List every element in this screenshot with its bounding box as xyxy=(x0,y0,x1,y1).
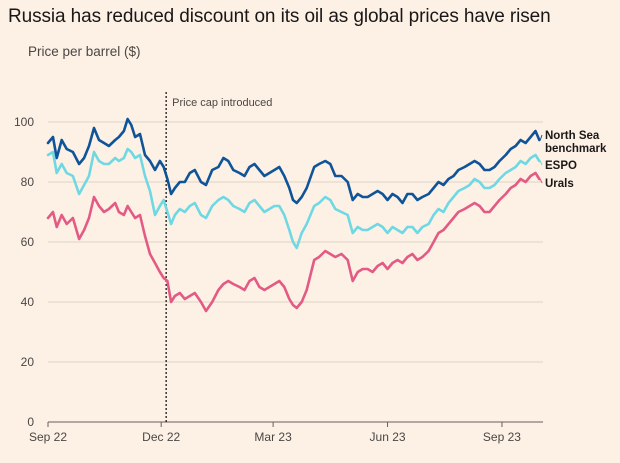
y-tick-label: 20 xyxy=(21,355,35,369)
price-cap-marker: Price cap introduced xyxy=(165,92,272,422)
gridlines xyxy=(48,121,543,423)
espo-leader xyxy=(539,160,543,166)
x-tick-label: Jun 23 xyxy=(370,430,406,444)
north-sea-benchmark-line xyxy=(46,117,541,205)
y-tick-label: 60 xyxy=(21,235,35,249)
x-axis-ticks: Sep 22 Dec 22 Mar 23 Jun 23 Sep 23 xyxy=(29,422,521,444)
x-tick-label: Sep 22 xyxy=(29,430,67,444)
x-tick-label: Mar 23 xyxy=(254,430,292,444)
north-sea-benchmark-label: benchmark xyxy=(545,143,607,155)
urals-label: Urals xyxy=(545,178,574,190)
series-lines xyxy=(46,117,541,313)
y-axis-unit-label: Price per barrel ($) xyxy=(28,44,141,59)
espo-line xyxy=(46,147,541,250)
north-sea-benchmark-label: North Sea xyxy=(545,130,600,142)
x-tick-label: Dec 22 xyxy=(142,430,180,444)
y-tick-label: 40 xyxy=(21,295,35,309)
chart-title: Russia has reduced discount on its oil a… xyxy=(8,6,551,27)
y-tick-label: 80 xyxy=(21,175,35,189)
y-tick-label: 100 xyxy=(14,115,34,129)
urals-line xyxy=(46,171,541,313)
y-tick-label: 0 xyxy=(27,415,34,429)
price-cap-label: Price cap introduced xyxy=(172,97,272,109)
espo-label: ESPO xyxy=(545,160,577,172)
y-axis-ticks: 0 20 40 60 80 100 xyxy=(14,115,34,429)
x-tick-label: Sep 23 xyxy=(483,430,521,444)
north-sea-benchmark-leader xyxy=(539,134,543,141)
urals-leader xyxy=(539,178,543,184)
